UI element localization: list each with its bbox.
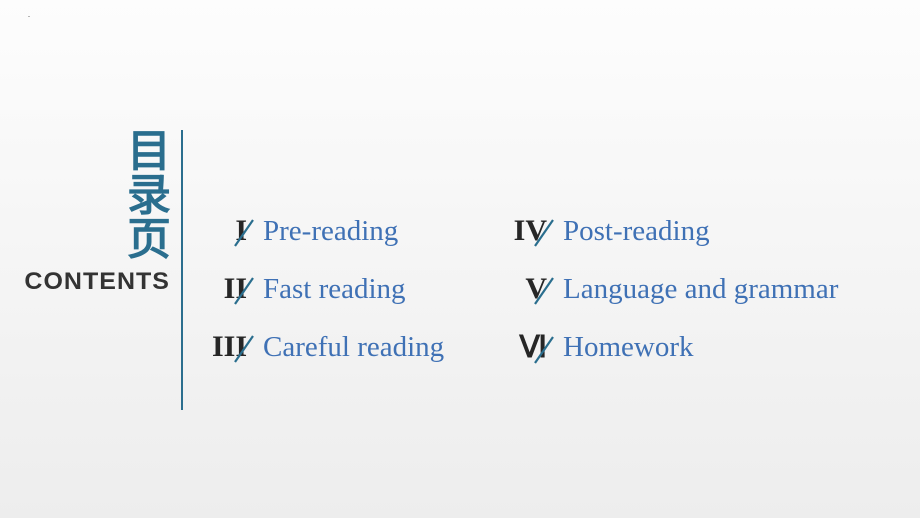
- roman-numeral: IV: [514, 214, 547, 248]
- contents-row: III Careful reading Ⅵ Homework: [195, 318, 915, 376]
- contents-item: III Careful reading: [195, 330, 495, 364]
- roman-numeral: III: [212, 330, 247, 364]
- contents-list: I Pre-reading IV Post-reading II Fast re…: [195, 202, 915, 376]
- contents-item: V Language and grammar: [495, 272, 905, 306]
- title-char-3: 页: [0, 218, 170, 262]
- numeral-wrap: II: [195, 272, 247, 306]
- item-label: Language and grammar: [563, 273, 838, 306]
- title-char-1: 目: [0, 130, 170, 174]
- roman-numeral: V: [525, 272, 547, 306]
- sidebar-title-block: 目 录 页 CONTENTS: [0, 130, 178, 296]
- item-label: Homework: [563, 331, 693, 364]
- numeral-wrap: I: [195, 214, 247, 248]
- contents-item: IV Post-reading: [495, 214, 905, 248]
- numeral-wrap: Ⅵ: [495, 330, 547, 365]
- item-label: Pre-reading: [263, 215, 398, 248]
- item-label: Post-reading: [563, 215, 710, 248]
- contents-row: II Fast reading V Language and grammar: [195, 260, 915, 318]
- numeral-wrap: III: [195, 330, 247, 364]
- contents-item: II Fast reading: [195, 272, 495, 306]
- title-char-2: 录: [0, 174, 170, 218]
- numeral-wrap: IV: [495, 214, 547, 248]
- contents-item: I Pre-reading: [195, 214, 495, 248]
- item-label: Careful reading: [263, 331, 444, 364]
- numeral-wrap: V: [495, 272, 547, 306]
- contents-item: Ⅵ Homework: [495, 330, 905, 365]
- item-label: Fast reading: [263, 273, 406, 306]
- corner-marker: .: [28, 10, 30, 19]
- contents-row: I Pre-reading IV Post-reading: [195, 202, 915, 260]
- roman-numeral: Ⅵ: [519, 330, 547, 365]
- roman-numeral: II: [224, 272, 247, 306]
- contents-subtitle: CONTENTS: [0, 268, 170, 296]
- vertical-divider: [181, 130, 183, 410]
- roman-numeral: I: [235, 214, 247, 248]
